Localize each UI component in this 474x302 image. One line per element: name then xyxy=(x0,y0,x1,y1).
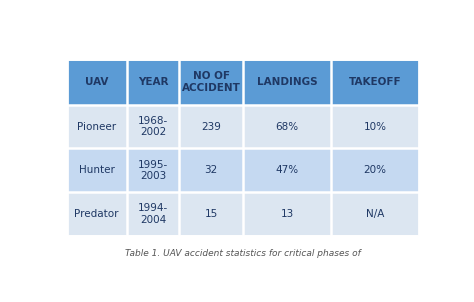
Bar xyxy=(66,104,127,149)
Bar xyxy=(331,149,419,192)
Bar xyxy=(180,149,243,192)
Bar xyxy=(243,192,331,236)
Bar xyxy=(180,59,243,104)
Bar xyxy=(66,149,127,192)
Text: N/A: N/A xyxy=(366,209,384,219)
Bar xyxy=(243,104,331,149)
Bar xyxy=(331,104,419,149)
Text: 239: 239 xyxy=(201,121,221,131)
Bar xyxy=(180,104,243,149)
Bar xyxy=(66,192,127,236)
Text: YEAR: YEAR xyxy=(138,77,168,87)
Text: 15: 15 xyxy=(205,209,218,219)
Text: 47%: 47% xyxy=(275,165,299,175)
Bar xyxy=(331,192,419,236)
Bar xyxy=(127,192,180,236)
Text: Predator: Predator xyxy=(74,209,119,219)
Text: Table 1. UAV accident statistics for critical phases of: Table 1. UAV accident statistics for cri… xyxy=(125,249,361,258)
Text: 32: 32 xyxy=(205,165,218,175)
Bar xyxy=(66,59,419,236)
Text: 1994-
2004: 1994- 2004 xyxy=(138,204,168,225)
Text: NO OF
ACCIDENT: NO OF ACCIDENT xyxy=(182,71,241,93)
Text: 10%: 10% xyxy=(364,121,387,131)
Text: TAKEOFF: TAKEOFF xyxy=(349,77,401,87)
Bar xyxy=(180,192,243,236)
Bar xyxy=(66,59,127,104)
Bar xyxy=(127,59,180,104)
Bar xyxy=(331,59,419,104)
Bar xyxy=(243,59,331,104)
Text: LANDINGS: LANDINGS xyxy=(257,77,317,87)
Text: Pioneer: Pioneer xyxy=(77,121,116,131)
Bar xyxy=(127,104,180,149)
Text: 20%: 20% xyxy=(364,165,387,175)
Text: 1995-
2003: 1995- 2003 xyxy=(138,159,168,181)
Text: 68%: 68% xyxy=(275,121,299,131)
Text: Hunter: Hunter xyxy=(79,165,115,175)
Bar xyxy=(127,149,180,192)
Text: UAV: UAV xyxy=(85,77,108,87)
Text: 1968-
2002: 1968- 2002 xyxy=(138,116,168,137)
Text: 13: 13 xyxy=(281,209,293,219)
Bar xyxy=(243,149,331,192)
